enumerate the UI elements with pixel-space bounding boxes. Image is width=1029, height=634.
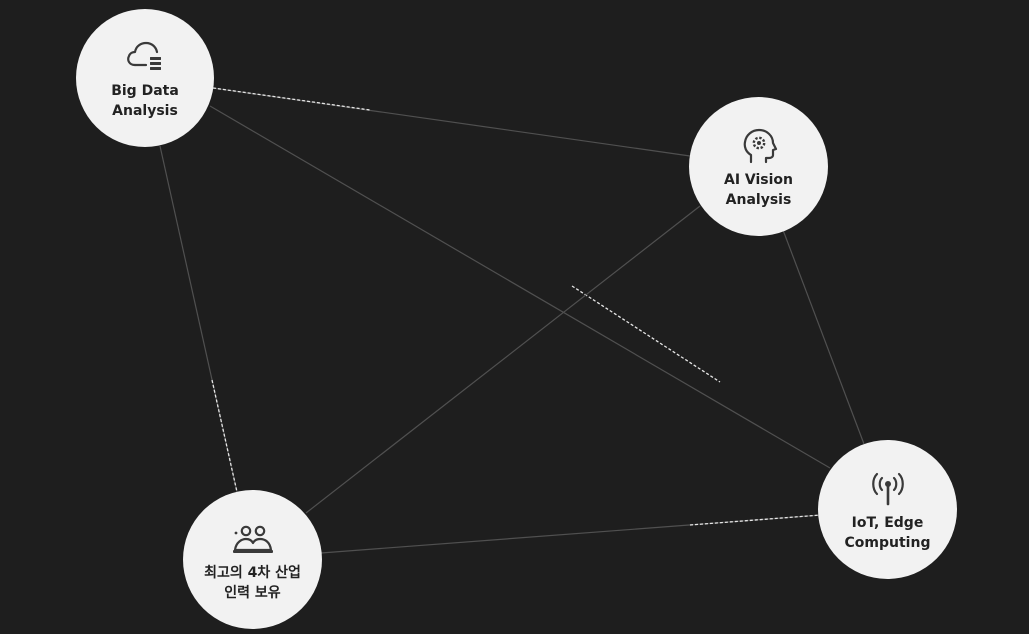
node-label: AI Vision Analysis	[724, 170, 793, 210]
node-label-line2: 인력 보유	[224, 584, 281, 601]
cloud-database-icon	[123, 35, 167, 79]
connection-aivision-iot	[782, 229, 865, 445]
node-label-line1: 최고의 4차 산업	[204, 564, 301, 581]
node-label: IoT, Edge Computing	[845, 513, 931, 553]
connection-bigdata-aivision-highlight	[212, 87, 371, 111]
node-label: 최고의 4차 산업 인력 보유	[204, 563, 301, 603]
connection-aivision-talent	[305, 205, 701, 514]
node-ai-vision-analysis[interactable]: AI Vision Analysis	[689, 97, 828, 236]
connection-talent-iot-highlight	[689, 514, 822, 526]
node-label-line1: IoT, Edge	[851, 514, 924, 531]
antenna-signal-icon	[866, 467, 910, 511]
node-talent[interactable]: 최고의 4차 산업 인력 보유	[183, 490, 322, 629]
node-label-line2: Analysis	[112, 103, 178, 119]
node-label: Big Data Analysis	[111, 81, 179, 121]
connection-bigdata-iot-highlight	[571, 285, 721, 383]
node-label-line1: Big Data	[111, 83, 179, 99]
connection-bigdata-iot	[209, 105, 831, 469]
connection-bigdata-talent-highlight	[211, 379, 238, 493]
node-big-data-analysis[interactable]: Big Data Analysis	[76, 9, 214, 147]
people-group-icon	[231, 517, 275, 561]
node-label-line2: Analysis	[725, 191, 792, 208]
head-gear-icon	[737, 124, 781, 168]
node-label-line1: AI Vision	[723, 171, 794, 188]
node-iot-edge-computing[interactable]: IoT, Edge Computing	[818, 440, 957, 579]
node-label-line2: Computing	[844, 534, 931, 551]
